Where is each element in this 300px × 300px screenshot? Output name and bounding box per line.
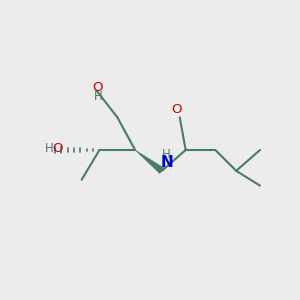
Text: O: O (93, 81, 103, 94)
Text: H: H (45, 142, 53, 155)
Text: O: O (172, 103, 182, 116)
Polygon shape (135, 150, 164, 174)
Text: N: N (161, 155, 174, 170)
Text: H: H (94, 90, 102, 103)
Text: H: H (162, 148, 171, 161)
Text: O: O (52, 142, 62, 155)
